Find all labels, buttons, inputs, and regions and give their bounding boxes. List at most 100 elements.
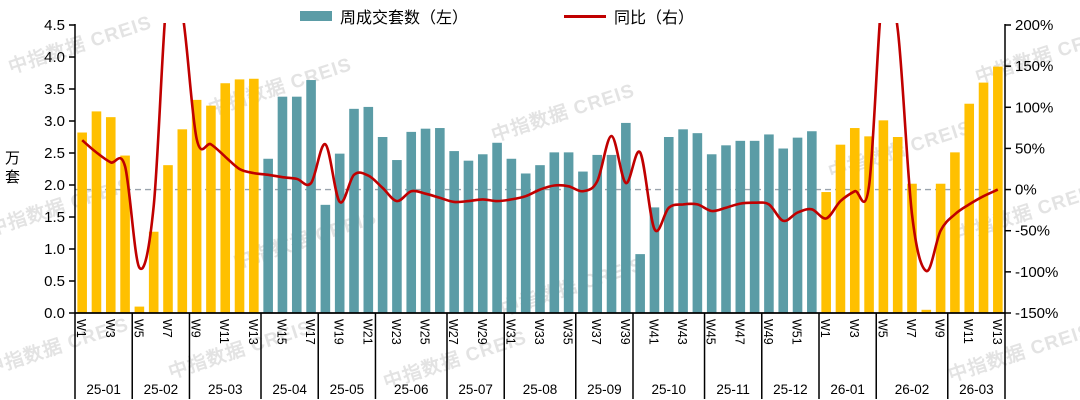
bar-week-W42 <box>663 137 674 313</box>
left-tick-label: 1.0 <box>44 241 65 258</box>
bar-week-W27 <box>449 151 459 313</box>
week-label: W41 <box>646 319 660 345</box>
bar-week-W25 <box>420 128 431 313</box>
week-label: W3 <box>103 319 117 338</box>
month-label: 25-09 <box>587 382 622 397</box>
left-tick-label: 3.5 <box>44 81 65 98</box>
bar-week-W7 <box>163 165 173 313</box>
bar-week-W45 <box>706 154 717 313</box>
bar-week-W6 <box>148 231 159 313</box>
month-label: 25-02 <box>144 382 179 397</box>
week-label: W7 <box>904 319 918 338</box>
month-label: 26-03 <box>959 382 994 397</box>
month-label: 25-01 <box>86 382 121 397</box>
right-tick-label: 100% <box>1015 99 1053 116</box>
bar-week-W17 <box>306 80 316 313</box>
week-label: W11 <box>217 319 231 344</box>
bar-week-W1 <box>821 192 831 313</box>
right-tick-label: 50% <box>1015 140 1045 157</box>
bar-week-W51 <box>792 137 803 313</box>
week-label: W9 <box>189 319 203 338</box>
week-label: W39 <box>618 319 632 345</box>
legend: 周成交套数（左） 同比（右） <box>300 4 694 28</box>
week-label: W17 <box>303 319 317 345</box>
bar-week-W4 <box>120 155 130 313</box>
bar-week-W15 <box>277 96 288 314</box>
bar-week-W47 <box>735 140 746 313</box>
right-tick-label: 0% <box>1015 182 1037 199</box>
bar-week-W11 <box>964 103 975 313</box>
left-tick-label: 4.0 <box>44 49 65 66</box>
bar-week-W1 <box>77 132 87 313</box>
right-tick-label: 200% <box>1015 17 1053 34</box>
week-label: W1 <box>818 319 832 338</box>
month-label: 25-08 <box>523 382 558 397</box>
bar-week-W37 <box>592 154 603 313</box>
bar-week-W33 <box>535 165 545 313</box>
week-label: W21 <box>360 319 374 345</box>
week-label: W23 <box>389 319 403 345</box>
bar-week-W11 <box>220 83 231 314</box>
week-label: W11 <box>961 319 975 344</box>
legend-line-label: 同比（右） <box>614 10 695 27</box>
month-label: 25-04 <box>272 382 307 397</box>
bar-week-W18 <box>320 204 331 313</box>
bar-week-W43 <box>678 129 688 313</box>
bar-week-W36 <box>578 171 588 313</box>
bar-week-W3 <box>105 117 116 313</box>
week-label: W9 <box>933 319 947 338</box>
left-tick-label: 4.5 <box>44 17 65 34</box>
legend-item-line: 同比（右） <box>564 4 694 28</box>
bar-week-W19 <box>334 153 345 313</box>
left-axis-title: 万套 <box>5 150 21 186</box>
week-label: W25 <box>418 319 432 345</box>
bar-week-W34 <box>549 152 560 313</box>
bar-week-W48 <box>749 140 760 313</box>
bar-week-W21 <box>363 106 374 313</box>
bar-week-W12 <box>234 79 245 314</box>
bar-week-W8 <box>921 309 932 313</box>
bar-week-W38 <box>606 154 617 313</box>
week-label: W45 <box>704 319 718 345</box>
bar-week-W31 <box>506 158 517 313</box>
bar-week-W24 <box>406 131 417 313</box>
bar-week-W22 <box>377 137 388 313</box>
bar-series-swatch <box>300 11 332 21</box>
week-label: W7 <box>160 319 174 338</box>
bar-week-W39 <box>621 122 631 313</box>
bar-week-W12 <box>978 82 989 313</box>
month-label: 25-07 <box>458 382 493 397</box>
week-label: W51 <box>790 319 804 345</box>
bar-week-W13 <box>249 78 259 313</box>
yoy-line <box>81 23 999 273</box>
bar-week-W40 <box>635 254 645 313</box>
bar-week-W9 <box>935 183 946 313</box>
week-label: W29 <box>475 319 489 345</box>
line-series-swatch <box>564 14 607 18</box>
left-tick-label: 2.5 <box>44 145 65 162</box>
week-label: W19 <box>332 319 346 345</box>
left-tick-label: 2.0 <box>44 177 65 194</box>
bar-week-W7 <box>907 183 917 313</box>
week-label: W33 <box>532 319 546 345</box>
month-label: 26-01 <box>830 382 865 397</box>
week-label: W5 <box>131 319 145 338</box>
left-tick-label: 0.5 <box>44 273 65 290</box>
right-tick-label: -150% <box>1015 305 1058 322</box>
week-label: W1 <box>74 319 88 338</box>
bar-week-W10 <box>206 105 216 313</box>
right-tick-label: -100% <box>1015 264 1058 281</box>
bar-week-W5 <box>134 306 145 313</box>
month-label: 26-02 <box>895 382 930 397</box>
week-label: W3 <box>847 319 861 338</box>
week-label: W13 <box>990 319 1004 345</box>
bar-week-W35 <box>563 152 574 313</box>
bar-week-W14 <box>263 158 273 313</box>
bar-week-W10 <box>950 152 960 313</box>
bar-week-W29 <box>477 154 488 313</box>
bar-week-W9 <box>191 99 202 313</box>
bar-week-W26 <box>435 128 445 313</box>
bar-week-W20 <box>349 108 359 313</box>
month-label: 25-06 <box>394 382 429 397</box>
week-label: W47 <box>732 319 746 345</box>
